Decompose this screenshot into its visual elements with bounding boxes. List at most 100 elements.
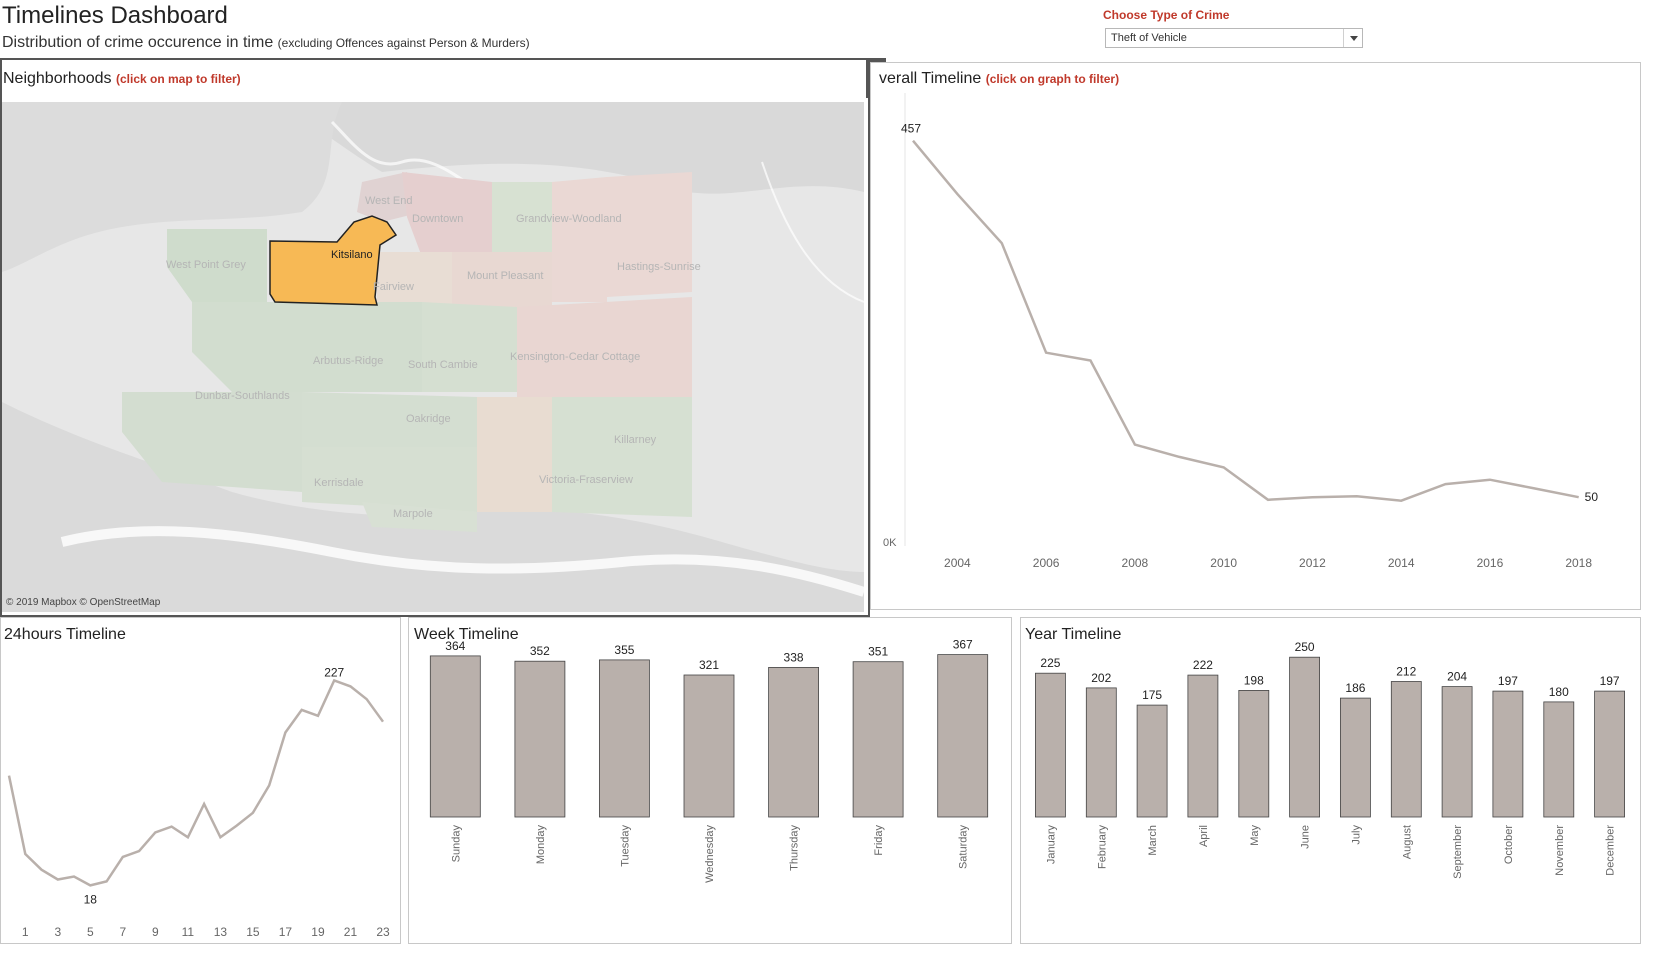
hours-x-tick: 11 bbox=[182, 925, 195, 939]
crime-type-dropdown[interactable]: Theft of Vehicle bbox=[1105, 28, 1363, 48]
week-bar-value-label: 351 bbox=[868, 645, 888, 659]
neighborhood-arbutus-ridge[interactable] bbox=[192, 302, 422, 392]
label-victoria-fraserview: Victoria-Fraserview bbox=[539, 474, 633, 486]
year-category-label: December bbox=[1605, 825, 1617, 876]
year-bar[interactable] bbox=[1390, 681, 1422, 818]
chevron-down-icon[interactable] bbox=[1343, 29, 1362, 47]
year-timeline-chart[interactable]: 225 January 202 February 175 March 222 April 198… bbox=[1021, 618, 1640, 943]
neighborhood-fairview[interactable] bbox=[377, 252, 452, 307]
subtitle-text: Distribution of crime occurence in time bbox=[2, 34, 274, 51]
label-kerrisdale: Kerrisdale bbox=[314, 477, 364, 489]
neighborhoods-map[interactable]: West End Downtown Grandview-Woodland Wes… bbox=[2, 102, 864, 612]
overall-x-tick: 2006 bbox=[1033, 556, 1060, 570]
week-bar[interactable] bbox=[768, 667, 820, 818]
label-fairview: Fairview bbox=[373, 281, 414, 293]
year-bar[interactable] bbox=[1594, 690, 1625, 818]
neighborhood-hastings-sunrise[interactable] bbox=[607, 172, 692, 297]
neighborhood-west-point-grey[interactable] bbox=[167, 229, 267, 302]
week-bar[interactable] bbox=[937, 654, 989, 818]
year-bar[interactable] bbox=[1136, 704, 1168, 818]
year-bar-value-label: 198 bbox=[1244, 673, 1264, 687]
label-arbutus-ridge: Arbutus-Ridge bbox=[313, 355, 383, 367]
year-category-label: September bbox=[1452, 825, 1464, 879]
overall-x-tick: 2016 bbox=[1477, 556, 1504, 570]
subtitle-note: (excluding Offences against Person & Mur… bbox=[277, 36, 530, 50]
neighborhood-kerrisdale[interactable] bbox=[302, 447, 477, 512]
year-bar-value-label: 202 bbox=[1091, 671, 1111, 685]
overall-data-label-last: 50 bbox=[1585, 490, 1599, 504]
label-kensington-cedar-cottage: Kensington-Cedar Cottage bbox=[510, 351, 640, 363]
week-bar[interactable] bbox=[514, 660, 566, 818]
hours-x-tick: 21 bbox=[344, 925, 358, 939]
neighborhood-kitsilano-selected[interactable] bbox=[269, 215, 398, 306]
neighborhood-grandview-woodland[interactable] bbox=[492, 182, 552, 252]
label-grandview-woodland: Grandview-Woodland bbox=[516, 213, 622, 225]
label-downtown: Downtown bbox=[412, 213, 463, 225]
year-bar[interactable] bbox=[1187, 674, 1219, 818]
overall-timeline-panel[interactable]: verall Timeline (click on graph to filte… bbox=[870, 62, 1641, 610]
hours-timeline-panel[interactable]: 24hours Timeline 1 3 5 7 9 11 13 15 17 19 21 23 18 22… bbox=[0, 617, 401, 944]
year-timeline-panel[interactable]: Year Timeline 225 January 202 February 175 Ma… bbox=[1020, 617, 1641, 944]
year-bar[interactable] bbox=[1289, 656, 1321, 818]
hours-data-label-max: 227 bbox=[324, 666, 344, 680]
year-category-label: August bbox=[1401, 825, 1413, 859]
year-bar-value-label: 180 bbox=[1549, 685, 1569, 699]
overall-title-text: verall Timeline bbox=[879, 70, 982, 87]
year-bar[interactable] bbox=[1543, 701, 1575, 818]
year-panel-title: Year Timeline bbox=[1025, 626, 1122, 643]
neighborhood-marpole[interactable] bbox=[362, 502, 477, 532]
year-bar[interactable] bbox=[1441, 686, 1473, 818]
neighborhood-downtown[interactable] bbox=[402, 172, 492, 257]
year-category-label: May bbox=[1249, 825, 1261, 846]
neighborhood-dunbar-southlands[interactable] bbox=[122, 392, 302, 492]
neighborhood-grandview-east[interactable] bbox=[552, 177, 607, 302]
year-bar-value-label: 212 bbox=[1396, 665, 1416, 679]
year-bar-value-label: 186 bbox=[1345, 681, 1365, 695]
label-west-end: West End bbox=[365, 195, 413, 207]
neighborhood-sunset[interactable] bbox=[477, 397, 552, 512]
overall-data-label-first: 457 bbox=[901, 122, 921, 136]
year-bar[interactable] bbox=[1492, 690, 1524, 818]
week-bar[interactable] bbox=[598, 659, 650, 818]
week-bar-value-label: 352 bbox=[530, 644, 550, 658]
map-river bbox=[60, 526, 864, 597]
year-bar[interactable] bbox=[1085, 687, 1117, 818]
year-bar-value-label: 197 bbox=[1498, 674, 1518, 688]
neighborhood-south-cambie[interactable] bbox=[422, 302, 517, 392]
neighborhood-labels: West End Downtown Grandview-Woodland Wes… bbox=[166, 195, 701, 520]
year-bar-value-label: 222 bbox=[1193, 658, 1213, 672]
week-bar-value-label: 364 bbox=[445, 639, 465, 653]
crime-type-selected-value: Theft of Vehicle bbox=[1111, 32, 1187, 44]
week-timeline-chart[interactable]: 364 Sunday 352 Monday 355 Tuesday 321 Wednesday… bbox=[409, 618, 1011, 943]
week-category-label: Thursday bbox=[789, 825, 801, 871]
week-category-label: Friday bbox=[873, 825, 885, 856]
year-bar[interactable] bbox=[1339, 697, 1371, 818]
label-mount-pleasant: Mount Pleasant bbox=[467, 270, 543, 282]
year-bar[interactable] bbox=[1034, 672, 1066, 818]
map-road bbox=[761, 161, 864, 303]
year-bar[interactable] bbox=[1238, 690, 1270, 818]
year-category-label: November bbox=[1554, 825, 1566, 876]
week-category-label: Wednesday bbox=[704, 825, 716, 883]
overall-x-tick: 2018 bbox=[1565, 556, 1592, 570]
overall-series-line[interactable] bbox=[912, 139, 1579, 502]
hours-panel-title: 24hours Timeline bbox=[4, 626, 126, 643]
week-bar[interactable] bbox=[852, 661, 904, 818]
overall-timeline-chart[interactable]: 0K 2004 2006 2008 2010 2012 2014 2016 2018 457 50 bbox=[871, 63, 1640, 609]
year-category-label: February bbox=[1096, 825, 1108, 870]
map-panel-title: Neighborhoods (click on map to filter) bbox=[3, 70, 241, 88]
neighborhood-killarney[interactable] bbox=[552, 397, 692, 517]
week-bar[interactable] bbox=[683, 674, 735, 818]
crime-type-filter-label: Choose Type of Crime bbox=[1103, 8, 1230, 22]
hours-x-tick: 3 bbox=[54, 925, 61, 939]
neighborhood-mount-pleasant[interactable] bbox=[452, 252, 552, 307]
neighborhood-oakridge[interactable] bbox=[302, 392, 477, 447]
week-bar-value-label: 321 bbox=[699, 658, 719, 672]
hours-series-line[interactable] bbox=[7, 678, 385, 887]
neighborhoods-map-panel[interactable]: Neighborhoods (click on map to filter) bbox=[0, 58, 870, 617]
neighborhood-kensington-cedar-cottage[interactable] bbox=[517, 297, 692, 397]
hours-x-tick: 17 bbox=[279, 925, 293, 939]
week-timeline-panel[interactable]: Week Timeline 364 Sunday 352 Monday 355 Tuesd… bbox=[408, 617, 1012, 944]
week-bar[interactable] bbox=[429, 655, 481, 818]
